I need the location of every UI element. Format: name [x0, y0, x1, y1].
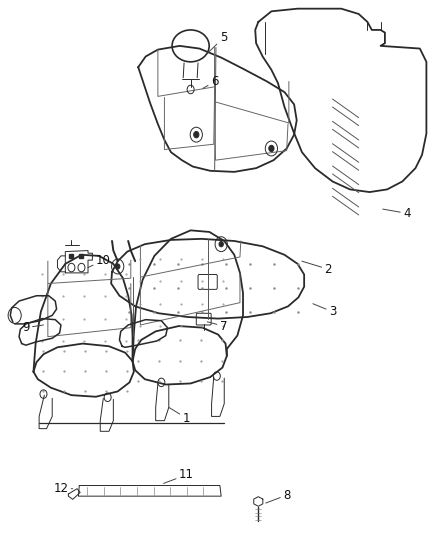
Text: 8: 8: [266, 489, 290, 503]
Circle shape: [269, 146, 274, 152]
Text: 11: 11: [163, 469, 194, 483]
Text: 3: 3: [313, 304, 336, 318]
Text: 1: 1: [169, 407, 190, 424]
Text: 5: 5: [207, 31, 227, 54]
Circle shape: [194, 132, 199, 138]
Text: 12: 12: [53, 482, 73, 495]
Text: 4: 4: [383, 207, 410, 220]
Text: 10: 10: [88, 254, 111, 268]
Text: 9: 9: [22, 321, 43, 334]
Circle shape: [116, 264, 120, 269]
Text: 6: 6: [203, 75, 219, 88]
Circle shape: [219, 241, 223, 247]
Text: 7: 7: [207, 320, 227, 333]
Text: 2: 2: [302, 261, 332, 276]
